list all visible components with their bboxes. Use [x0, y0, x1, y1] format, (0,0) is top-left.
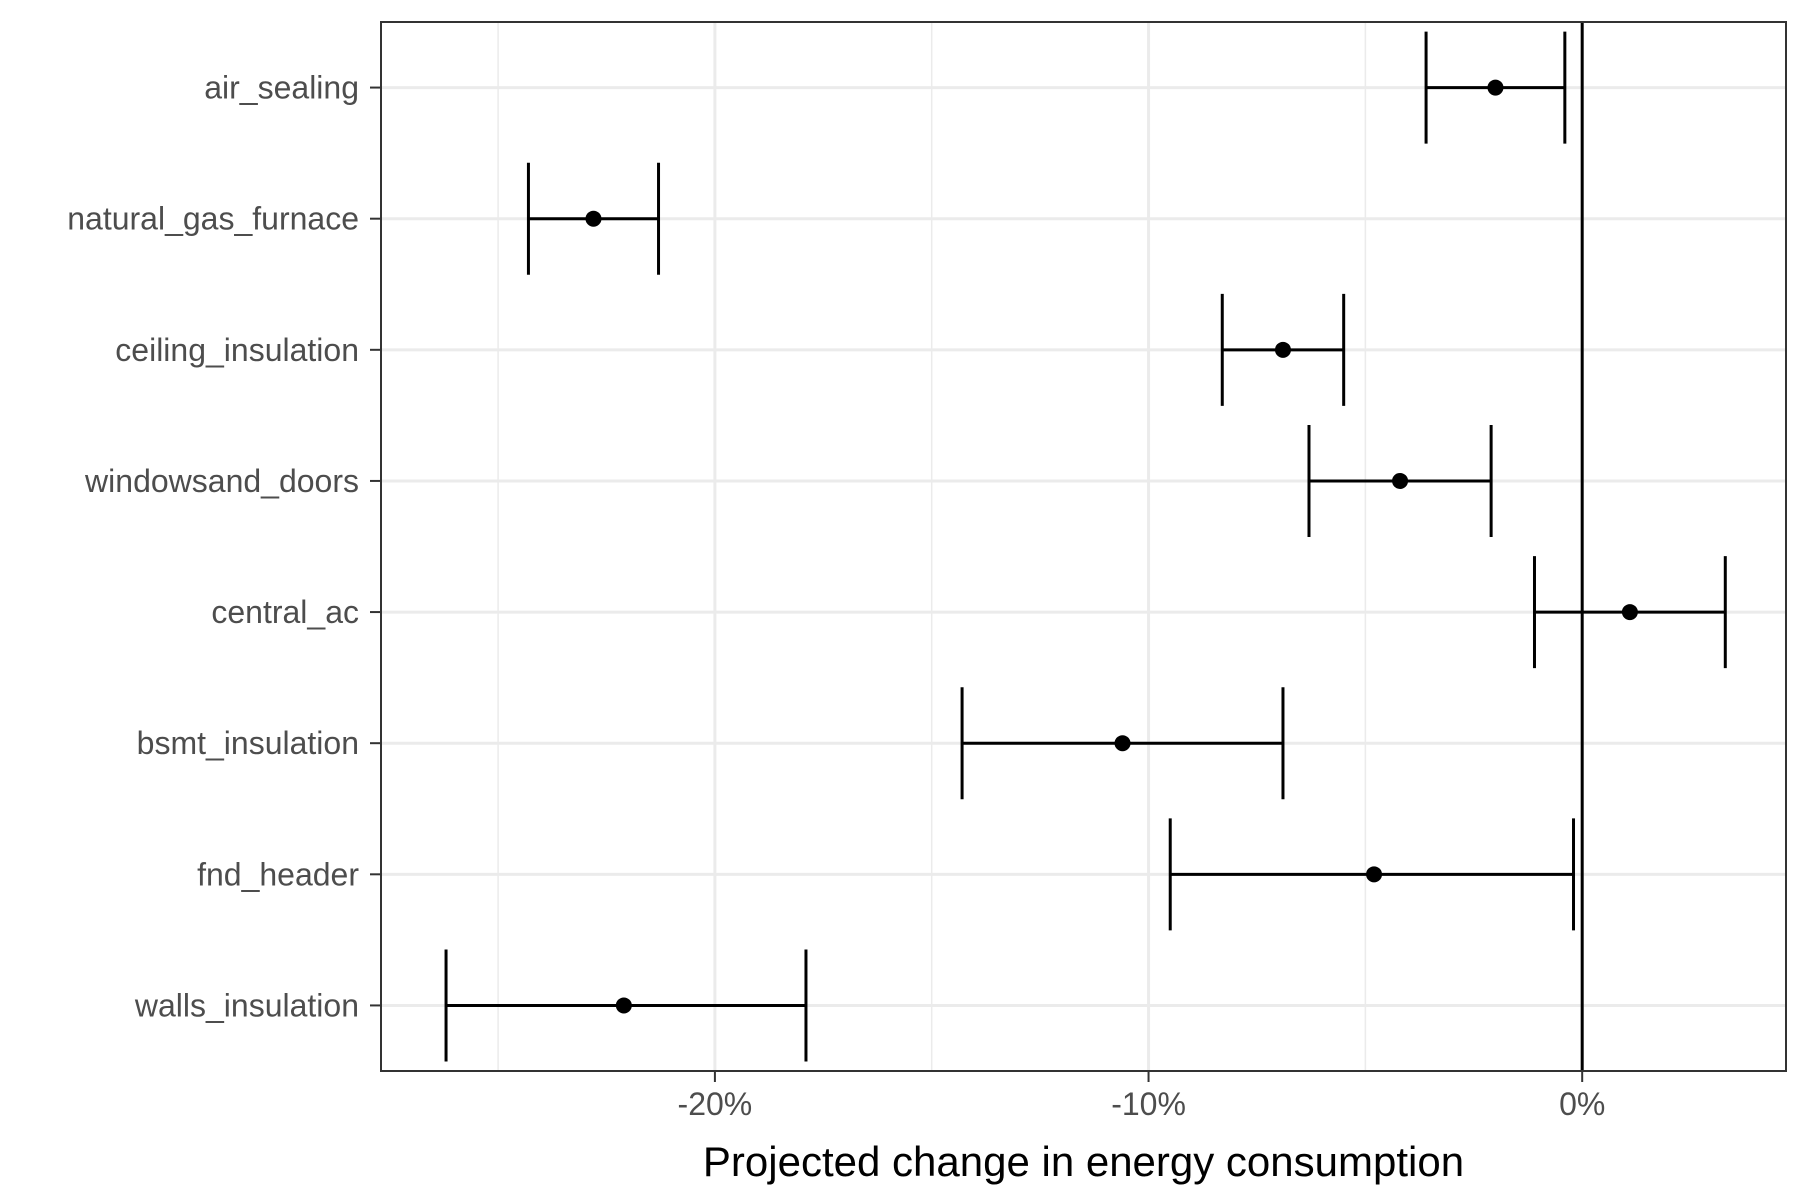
x-axis: -20% -10% 0%	[678, 1071, 1605, 1122]
point-estimate	[615, 997, 632, 1014]
panel-border	[380, 21, 1787, 1072]
y-tick-label: air_sealing	[204, 70, 359, 106]
y-tick-label: windowsand_doors	[84, 463, 359, 499]
point-estimate	[1487, 79, 1504, 96]
point-estimate	[1392, 472, 1409, 489]
x-tick-label: -10%	[1111, 1086, 1186, 1122]
point-estimate	[1274, 341, 1291, 358]
y-tick-label: ceiling_insulation	[115, 332, 359, 368]
y-tick-label: walls_insulation	[134, 987, 359, 1023]
y-tick-label: fnd_header	[197, 856, 359, 892]
y-tick-label: natural_gas_furnace	[67, 201, 359, 237]
y-tick-label: central_ac	[211, 594, 359, 630]
x-tick-label: 0%	[1559, 1086, 1605, 1122]
point-estimate	[1366, 866, 1383, 883]
y-axis: air_sealing natural_gas_furnace ceiling_in…	[67, 70, 381, 1023]
point-estimate	[585, 210, 602, 227]
grid	[381, 22, 1786, 1071]
x-tick-label: -20%	[678, 1086, 753, 1122]
point-estimate	[1114, 735, 1131, 752]
plot-marks	[444, 22, 1727, 1071]
y-tick-label: bsmt_insulation	[137, 725, 359, 761]
point-estimate	[1621, 604, 1638, 621]
x-axis-title: Projected change in energy consumption	[703, 1138, 1464, 1185]
